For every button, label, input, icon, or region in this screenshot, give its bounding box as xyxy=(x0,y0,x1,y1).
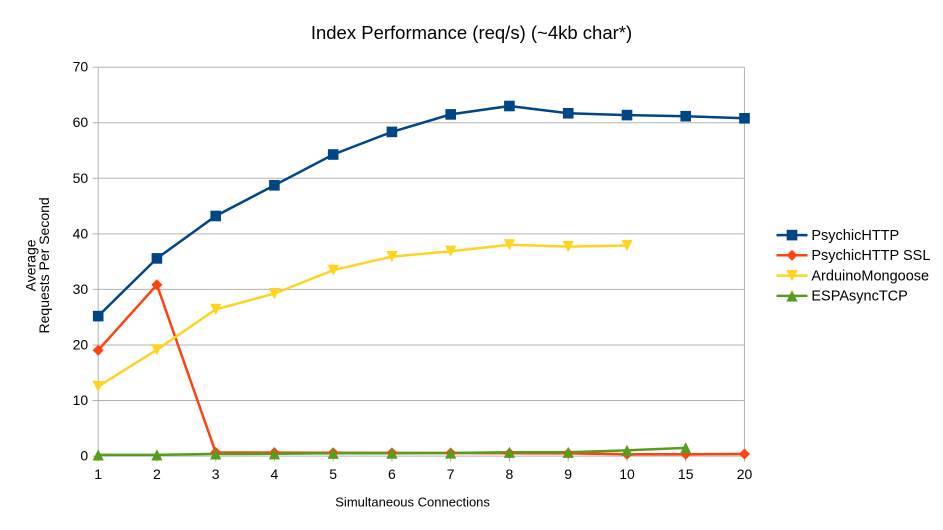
svg-text:Average: Average xyxy=(22,239,38,291)
svg-text:6: 6 xyxy=(388,466,396,482)
svg-text:60: 60 xyxy=(73,114,89,130)
svg-text:4: 4 xyxy=(271,466,279,482)
svg-text:PsychicHTTP: PsychicHTTP xyxy=(811,228,899,244)
svg-text:Requests Per Second: Requests Per Second xyxy=(36,197,52,333)
svg-text:40: 40 xyxy=(73,225,89,241)
svg-text:7: 7 xyxy=(447,466,455,482)
svg-text:20: 20 xyxy=(73,336,89,352)
svg-text:1: 1 xyxy=(94,466,102,482)
svg-text:70: 70 xyxy=(73,59,89,75)
svg-text:20: 20 xyxy=(737,466,753,482)
svg-text:Simultaneous Connections: Simultaneous Connections xyxy=(335,495,490,510)
svg-text:2: 2 xyxy=(153,466,161,482)
svg-text:ESPAsyncTCP: ESPAsyncTCP xyxy=(811,289,907,305)
svg-text:Index Performance (req/s) (~4k: Index Performance (req/s) (~4kb char*) xyxy=(311,22,632,43)
svg-text:ArduinoMongoose: ArduinoMongoose xyxy=(811,268,929,284)
svg-text:9: 9 xyxy=(564,466,572,482)
svg-text:8: 8 xyxy=(506,466,514,482)
svg-text:10: 10 xyxy=(73,392,89,408)
svg-text:10: 10 xyxy=(619,466,635,482)
svg-text:30: 30 xyxy=(73,281,89,297)
svg-text:3: 3 xyxy=(212,466,220,482)
svg-text:5: 5 xyxy=(329,466,337,482)
svg-text:PsychicHTTP SSL: PsychicHTTP SSL xyxy=(811,248,930,264)
svg-text:50: 50 xyxy=(73,170,89,186)
svg-text:0: 0 xyxy=(80,448,88,464)
svg-text:15: 15 xyxy=(678,466,694,482)
